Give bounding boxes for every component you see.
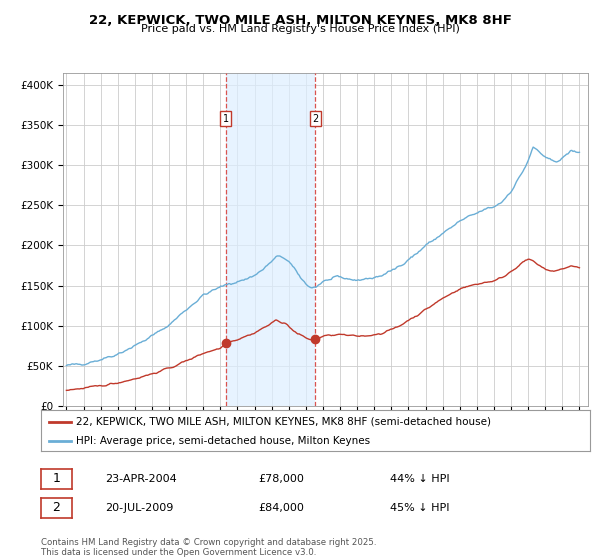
Text: 45% ↓ HPI: 45% ↓ HPI [390,503,449,513]
Text: 2: 2 [312,114,319,124]
Text: 23-APR-2004: 23-APR-2004 [105,474,177,484]
Text: 1: 1 [223,114,229,124]
Text: Contains HM Land Registry data © Crown copyright and database right 2025.
This d: Contains HM Land Registry data © Crown c… [41,538,376,557]
Bar [226,73,316,406]
Text: 2: 2 [52,501,61,515]
Text: 22, KEPWICK, TWO MILE ASH, MILTON KEYNES, MK8 8HF: 22, KEPWICK, TWO MILE ASH, MILTON KEYNES… [89,14,511,27]
Text: £84,000: £84,000 [258,503,304,513]
Text: 22, KEPWICK, TWO MILE ASH, MILTON KEYNES, MK8 8HF (semi-detached house): 22, KEPWICK, TWO MILE ASH, MILTON KEYNES… [76,417,491,427]
Text: HPI: Average price, semi-detached house, Milton Keynes: HPI: Average price, semi-detached house,… [76,436,371,446]
Text: 44% ↓ HPI: 44% ↓ HPI [390,474,449,484]
Text: 20-JUL-2009: 20-JUL-2009 [105,503,173,513]
Text: 1: 1 [52,472,61,486]
Text: £78,000: £78,000 [258,474,304,484]
Text: Price paid vs. HM Land Registry's House Price Index (HPI): Price paid vs. HM Land Registry's House … [140,24,460,34]
